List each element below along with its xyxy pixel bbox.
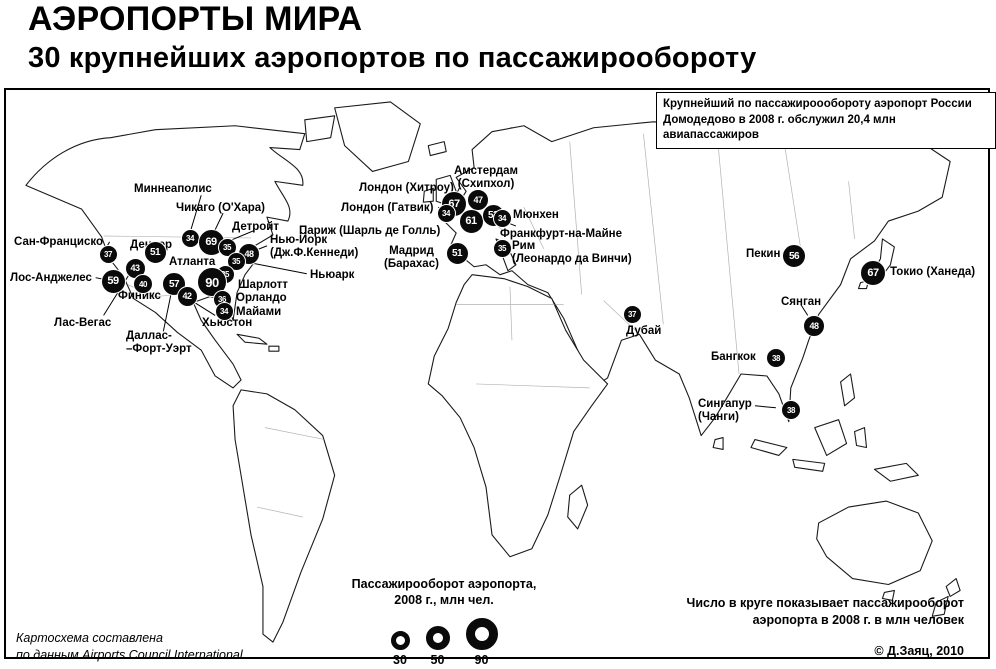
airport-label-hong-kong: Сянган [781, 296, 822, 308]
airport-label-frankfurt: Франкфурт-на-Майне [500, 228, 622, 240]
airport-marker-madrid: 51 [445, 241, 469, 265]
airport-marker-detroit: 35 [217, 237, 237, 257]
airport-label-orlando: Орландо [236, 292, 287, 304]
airport-marker-atlanta: 90 [197, 267, 227, 297]
airport-label-madrid: Мадрид (Барахас) [384, 245, 439, 270]
legend-ring-label-50: 50 [430, 652, 445, 667]
airport-label-minneapolis: Миннеаполис [134, 183, 212, 195]
legend-ring-label-90: 90 [474, 652, 489, 667]
airport-label-rome: Рим (Леонардо да Винчи) [512, 240, 632, 265]
south-america-outline [232, 389, 336, 643]
airport-label-london-gatwick: Лондон (Гатвик) [341, 202, 434, 214]
australia-outline [816, 500, 933, 586]
map-legend: Пассажирооборот аэропорта, 2008 г., млн … [334, 576, 554, 667]
legend-ring-item-50: 50 [425, 625, 450, 667]
airport-marker-phoenix: 40 [133, 274, 153, 294]
airport-marker-tokyo-haneda: 67 [860, 260, 886, 286]
airport-marker-paris-cdg: 61 [458, 208, 484, 234]
airport-marker-houston: 42 [176, 285, 198, 307]
airport-label-detroit: Детройт [232, 221, 279, 233]
circle-note: Число в круге показывает пассажирооборот… [687, 595, 964, 660]
legend-title-line1: Пассажирооборот аэропорта, [351, 577, 537, 591]
airport-marker-san-francisco: 37 [98, 244, 118, 264]
airport-marker-bangkok: 38 [766, 348, 786, 368]
airport-label-bangkok: Бангкок [711, 351, 756, 363]
airport-marker-beijing: 56 [782, 244, 806, 268]
airport-label-dallas: Даллас- –Форт-Уэрт [126, 330, 192, 355]
callout-line2: в 2008 г. обслужил 20,4 млн авиапассажир… [663, 113, 896, 142]
legend-title: Пассажирооборот аэропорта, 2008 г., млн … [334, 576, 554, 609]
airport-marker-amsterdam: 47 [467, 189, 489, 211]
airport-marker-minneapolis: 34 [180, 228, 200, 248]
airport-label-dubai: Дубай [626, 325, 662, 337]
legend-ring-90 [465, 617, 498, 650]
airport-label-chicago: Чикаго (О'Хара) [176, 202, 265, 214]
legend-ring-label-30: 30 [393, 652, 407, 667]
legend-ring-50 [425, 625, 450, 650]
africa-outline [427, 274, 609, 558]
page-title: АЭРОПОРТЫ МИРА [28, 0, 363, 38]
airport-label-munich: Мюнхен [513, 209, 559, 221]
airport-label-las-vegas: Лас-Вегас [54, 317, 112, 329]
airport-label-san-francisco: Сан-Франциско [14, 236, 103, 248]
airport-marker-munich: 34 [492, 208, 512, 228]
airport-label-amsterdam: Амстердам (Схипхол) [454, 165, 519, 190]
circle-note-line1: Число в круге показывает пассажирооборот [686, 596, 964, 610]
airport-label-houston: Хьюстон [202, 317, 253, 329]
callout-line1: Крупнейший по пассажироообороту аэропорт… [663, 98, 972, 126]
airport-marker-dallas: 57 [162, 272, 186, 296]
airport-marker-dubai: 37 [622, 304, 642, 324]
airport-label-tokyo-haneda: Токио (Ханеда) [890, 266, 976, 278]
airport-marker-singapore: 38 [781, 400, 801, 420]
airport-marker-los-angeles: 59 [100, 268, 126, 294]
airport-label-singapore: Сингапур (Чанги) [698, 398, 752, 423]
source-line1: Картосхема составлена [16, 631, 164, 645]
airport-marker-hong-kong: 48 [803, 315, 825, 337]
airport-label-charlotte: Шарлотт [238, 279, 288, 291]
airport-label-london-heathrow: Лондон (Хитроу) [359, 182, 454, 194]
copyright: © Д.Заяц, 2010 [874, 643, 964, 658]
source-attribution: Картосхема составлена по данным Airports… [16, 630, 243, 664]
airport-marker-denver: 51 [143, 240, 167, 264]
page-subtitle: 30 крупнейших аэропортов по пассажирообо… [28, 42, 757, 74]
airport-label-paris-cdg: Париж (Шарль де Голль) [299, 225, 441, 237]
airport-label-atlanta: Атланта [169, 256, 216, 268]
source-line2: по данным Airports Council International [16, 647, 243, 662]
greenland-outline [334, 101, 421, 172]
airport-label-beijing: Пекин [746, 248, 781, 260]
legend-title-line2: 2008 г., млн чел. [394, 593, 494, 608]
circle-note-line2: аэропорта в 2008 г. в млн человек [752, 612, 964, 627]
map-area: Крупнейший по пассажироообороту аэропорт… [4, 88, 996, 667]
airport-label-los-angeles: Лос-Анджелес [10, 272, 92, 284]
legend-ring-item-30: 30 [390, 630, 410, 667]
airport-label-newark: Ньюарк [310, 269, 355, 281]
airport-marker-rome: 35 [492, 238, 512, 258]
legend-rings: 30 50 90 [334, 617, 554, 667]
legend-ring-30 [390, 630, 410, 650]
airport-label-new-york-jfk: Нью-Йорк (Дж.Ф.Кеннеди) [270, 234, 359, 259]
airport-marker-miami: 34 [214, 301, 234, 321]
domodedovo-callout: Крупнейший по пассажироообороту аэропорт… [656, 92, 996, 149]
airport-marker-london-gatwick: 34 [436, 203, 456, 223]
airport-label-miami: Майами [236, 306, 282, 318]
legend-ring-item-90: 90 [465, 617, 498, 667]
